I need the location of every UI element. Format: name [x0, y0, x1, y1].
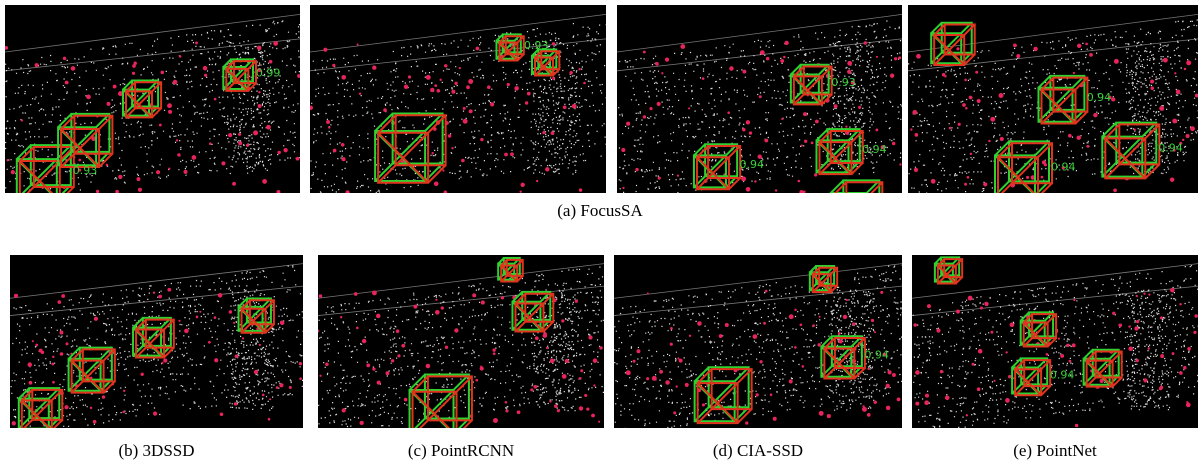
panel-caption: (e) PointNet	[1013, 441, 1097, 460]
row-caption: (a) FocusSA	[557, 201, 643, 220]
scene-panel: 0.94 0.94 0.94	[908, 5, 1199, 202]
panel-caption: (c) PointRCNN	[408, 441, 514, 460]
scene-panel: 0.93 0.94 0.94 0.93	[617, 5, 906, 231]
confidence-score: 0.94	[1158, 142, 1183, 155]
scene-panel: 0.94	[912, 255, 1199, 433]
scene-panel: 0.94	[614, 255, 903, 436]
confidence-score: 0.93	[831, 76, 856, 89]
confidence-score: 0.94	[864, 349, 889, 362]
confidence-score: 0.94	[1087, 91, 1112, 104]
scene-panel	[317, 255, 606, 436]
confidence-score: 0.94	[740, 158, 765, 171]
confidence-score: 0.94	[862, 143, 887, 156]
confidence-score: 0.93	[882, 197, 907, 210]
scene-panel	[10, 255, 304, 434]
confidence-score: 0.94	[1050, 368, 1075, 381]
panel-caption: (d) CIA-SSD	[713, 441, 803, 460]
scene-panel: 0.93	[309, 5, 608, 201]
confidence-score: 0.99	[256, 67, 281, 80]
confidence-score: 0.93	[73, 164, 98, 177]
confidence-score: 0.93	[524, 39, 549, 52]
figure: (a) FocusSA 0.990.930.930.930.940.940.93…	[0, 0, 1200, 466]
scene-panel: 0.99 0.93	[4, 5, 301, 202]
confidence-score: 0.94	[1051, 160, 1076, 173]
panel-caption: (b) 3DSSD	[118, 441, 194, 460]
